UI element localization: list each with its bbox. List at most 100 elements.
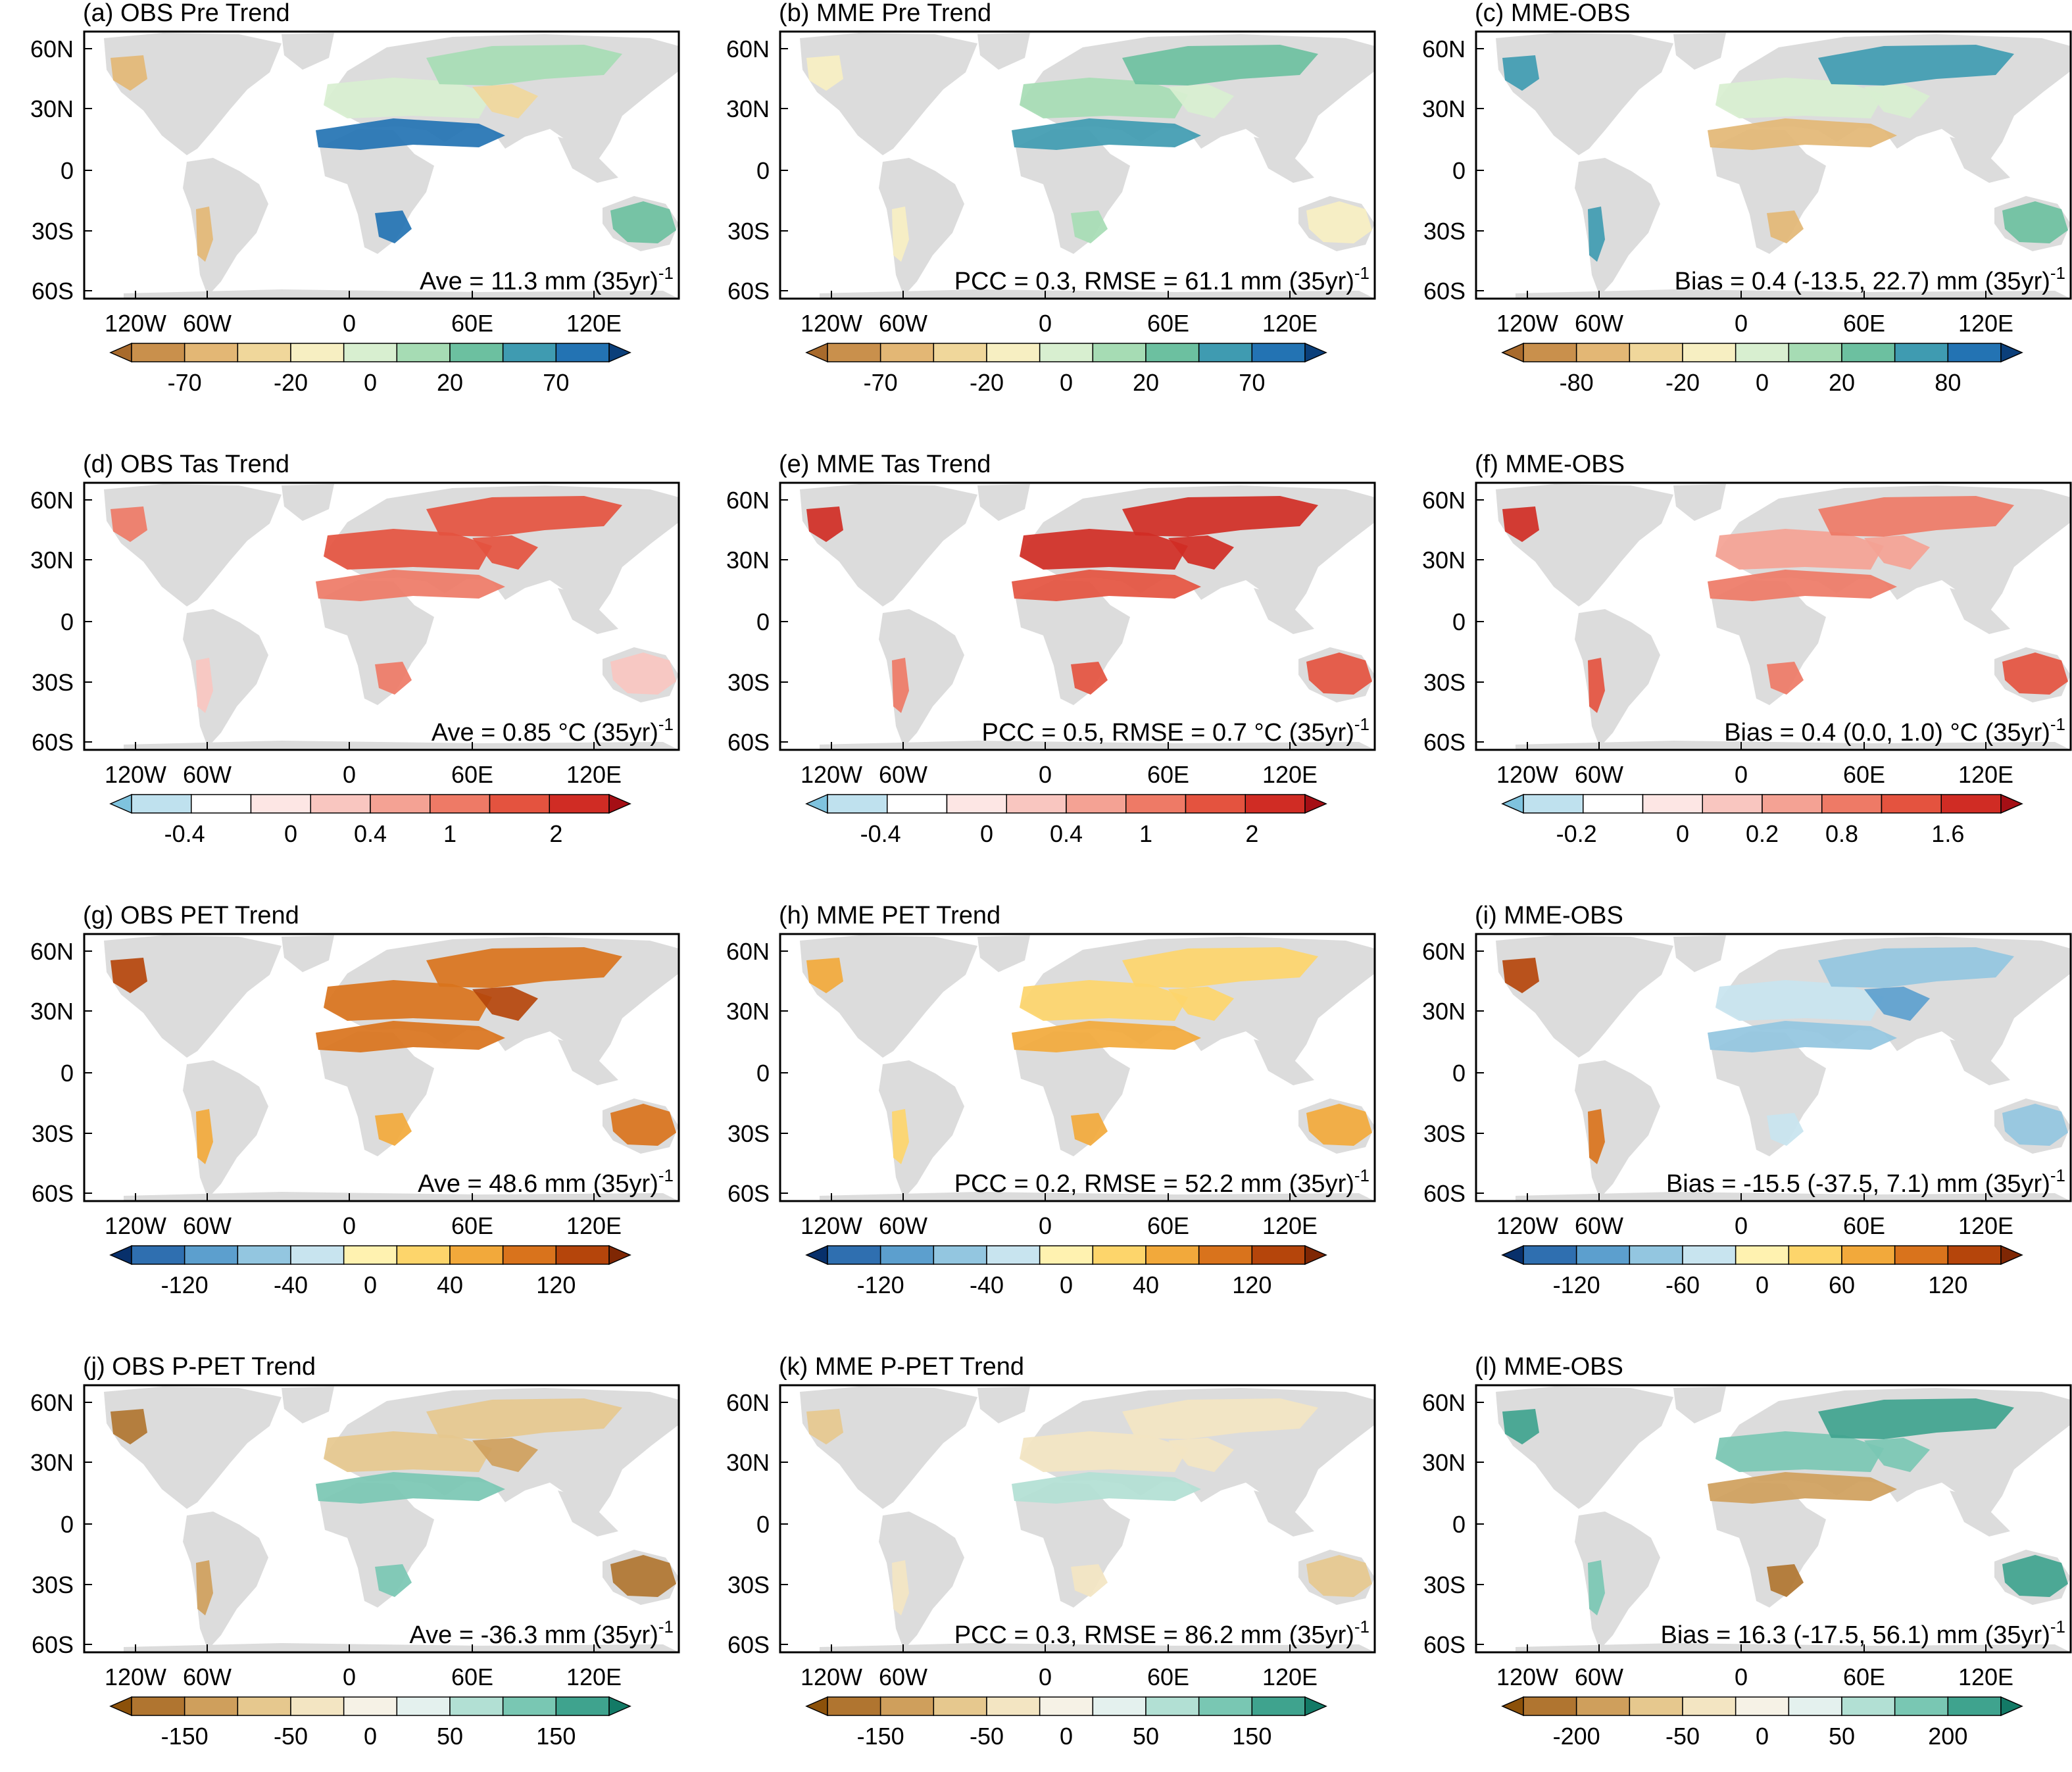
colorbar-label: 0	[364, 1271, 377, 1298]
lon-label: 0	[1039, 761, 1052, 788]
panel-title: (i) MME-OBS	[1475, 902, 1623, 929]
field-sahel	[1012, 1021, 1201, 1052]
lat-label: 0	[61, 608, 74, 635]
trend-field	[111, 45, 676, 262]
colorbar-bin	[184, 343, 239, 362]
panel-title: (d) OBS Tas Trend	[83, 451, 289, 478]
map-border	[1475, 481, 2072, 751]
land-indochina	[558, 137, 618, 183]
lon-label: 60W	[879, 310, 927, 337]
colorbar-bin	[1092, 1245, 1147, 1265]
lat-label: 30S	[728, 218, 770, 245]
land-indochina	[558, 1490, 618, 1537]
field-sahel	[316, 1021, 505, 1052]
colorbar-min-arrow	[109, 342, 132, 363]
lon-label: 120E	[566, 310, 622, 337]
colorbar-bin	[1092, 1696, 1147, 1716]
field-australia-f	[2002, 652, 2068, 695]
land-indochina	[1254, 1490, 1314, 1537]
colorbar-label: 0	[284, 820, 297, 847]
lat-label: 60S	[1423, 1180, 1466, 1207]
map-border	[779, 933, 1376, 1202]
field-middle-east	[472, 84, 538, 118]
colorbar-bin	[1523, 794, 1584, 814]
land-antarctica	[1516, 1192, 2071, 1201]
stat-annotation: Bias = -15.5 (-37.5, 7.1) mm (35yr)-1	[1666, 1166, 2065, 1198]
field-south-africa	[1071, 1113, 1108, 1146]
land-south-america	[879, 609, 964, 747]
field-middle-east	[472, 987, 538, 1021]
colorbar-label: 40	[437, 1271, 463, 1298]
field-sahara	[1020, 529, 1188, 570]
field-sahara	[1715, 1431, 1884, 1472]
land-antarctica	[820, 289, 1375, 299]
lon-label: 120E	[1262, 310, 1318, 337]
colorbar-label: 70	[1239, 369, 1265, 396]
colorbar-label: 0	[364, 1723, 377, 1750]
colorbar-label: -70	[168, 369, 202, 396]
land-antarctica	[124, 1643, 679, 1652]
field-middle-east	[1864, 987, 1930, 1021]
colorbar-bin	[946, 794, 1007, 814]
colorbar-max-arrow	[1304, 342, 1327, 363]
field-central-asia	[1818, 496, 2014, 537]
lon-label: 0	[1039, 310, 1052, 337]
lon-label: 60E	[451, 1663, 493, 1690]
land-indochina	[1950, 1490, 2010, 1537]
field-sahel	[316, 570, 505, 601]
land-antarctica	[820, 1192, 1375, 1201]
colorbar-label: -150	[857, 1723, 904, 1750]
colorbar-bin	[131, 1696, 185, 1716]
lon-label: 120W	[801, 761, 862, 788]
field-middle-east	[472, 1438, 538, 1472]
lon-label: 60W	[879, 1663, 927, 1690]
trend-field	[1502, 947, 2068, 1164]
lat-label: 0	[61, 1060, 74, 1087]
stat-annotation: Bias = 16.3 (-17.5, 56.1) mm (35yr)-1	[1660, 1617, 2065, 1649]
field-australia-f	[2002, 201, 2068, 243]
colorbar-label: -120	[1553, 1271, 1600, 1298]
colorbar-bin	[1788, 1696, 1842, 1716]
lon-label: 60E	[1843, 1663, 1885, 1690]
colorbar-bin	[449, 1696, 504, 1716]
land-south-america	[183, 158, 268, 296]
map: 60N 30N 0 30S 60S 120W 60W 0 60E 120E PCC = 0.5, R…	[726, 481, 1376, 788]
field-na-west	[806, 958, 843, 993]
land-antarctica	[1516, 289, 2071, 299]
colorbar-label: 0.4	[1050, 820, 1083, 847]
colorbar-bin	[430, 794, 491, 814]
field-sahara	[1715, 529, 1884, 570]
lat-label: 30N	[30, 547, 74, 574]
colorbar: -150 -50 0 50 150	[805, 1696, 1327, 1750]
lon-label: 0	[343, 1663, 356, 1690]
map: 60N 30N 0 30S 60S 120W 60W 0 60E 120E Ave = 0.85 °…	[30, 481, 680, 788]
land-antarctica	[1516, 1643, 2071, 1652]
colorbar-bin	[555, 1245, 610, 1265]
colorbar-max-arrow	[1304, 793, 1327, 814]
map: 60N 30N 0 30S 60S 120W 60W 0 60E 120E PCC = 0.3, R…	[726, 1384, 1376, 1690]
colorbar-min-arrow	[1501, 1244, 1524, 1266]
colorbar-bin	[1006, 794, 1067, 814]
field-sahel	[1012, 1472, 1201, 1504]
map-border	[83, 481, 680, 751]
land-north-america	[800, 935, 977, 1058]
colorbar: -0.4 0 0.4 1 2	[109, 793, 631, 847]
colorbar-label: 150	[1232, 1723, 1271, 1750]
lon-label: 120E	[1262, 1212, 1318, 1239]
land-antarctica	[124, 289, 679, 299]
colorbar: -80 -20 0 20 80	[1501, 342, 2023, 396]
colorbar-bin	[555, 1696, 610, 1716]
colorbar-bin	[1145, 1696, 1200, 1716]
field-sahara	[324, 529, 492, 570]
stat-annotation: Ave = -36.3 mm (35yr)-1	[410, 1617, 674, 1649]
field-sahara	[1715, 78, 1884, 118]
lon-label: 120E	[1958, 761, 2013, 788]
trend-field	[806, 496, 1372, 713]
lon-label: 120W	[1496, 310, 1558, 337]
land-north-america	[1496, 33, 1673, 155]
lat-label: 0	[1452, 1511, 1466, 1538]
field-middle-east	[472, 535, 538, 570]
